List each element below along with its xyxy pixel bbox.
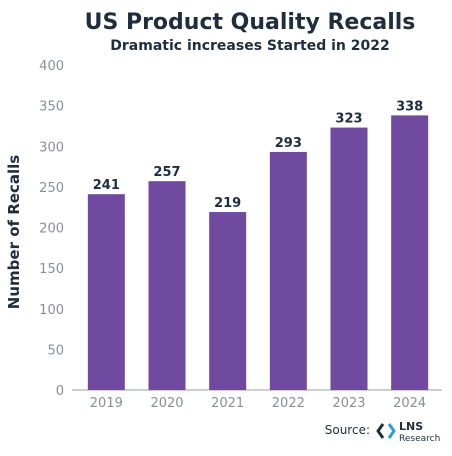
chart-subtitle: Dramatic increases Started in 2022	[110, 38, 389, 54]
x-tick-label: 2023	[332, 396, 365, 411]
x-tick-group: 2019 2020 2021 2022 2023 2024	[90, 396, 426, 411]
y-tick-label: 50	[47, 343, 64, 358]
x-tick-label: 2021	[211, 396, 244, 411]
x-tick-label: 2024	[393, 396, 426, 411]
bar-2021	[209, 212, 247, 390]
chart-title: US Product Quality Recalls	[85, 10, 416, 35]
data-label-2024: 338	[396, 99, 423, 114]
x-tick-label: 2020	[150, 396, 183, 411]
bar-2023	[330, 127, 368, 390]
y-tick-label: 150	[39, 262, 64, 277]
y-tick-label: 350	[39, 100, 64, 115]
y-tick-label: 250	[39, 181, 64, 196]
data-label-2020: 257	[153, 165, 180, 180]
data-label-2021: 219	[214, 196, 241, 211]
bar-2024	[391, 115, 429, 390]
y-axis-label: Number of Recalls	[5, 155, 23, 309]
logo-name: LNS	[399, 420, 423, 433]
data-label-group: 241 257 219 293 323 338	[93, 99, 423, 211]
x-tick-label: 2022	[272, 396, 305, 411]
data-label-2022: 293	[275, 136, 302, 151]
y-tick-label: 0	[56, 384, 64, 399]
x-tick-label: 2019	[90, 396, 123, 411]
source-label: Source:	[325, 423, 370, 437]
y-tick-label: 400	[39, 59, 64, 74]
logo-subtext: Research	[399, 434, 440, 444]
bar-group	[87, 115, 429, 390]
bar-2022	[269, 151, 307, 390]
data-label-2019: 241	[93, 178, 120, 193]
bar-2019	[87, 194, 125, 390]
y-tick-label: 100	[39, 303, 64, 318]
bar-2020	[148, 181, 186, 390]
lns-research-logo-icon	[376, 423, 396, 439]
y-tick-label: 300	[39, 140, 64, 155]
y-tick-label: 200	[39, 222, 64, 237]
y-tick-group: 0 50 100 150 200 250 300 350 400	[39, 59, 64, 399]
data-label-2023: 323	[335, 112, 362, 127]
